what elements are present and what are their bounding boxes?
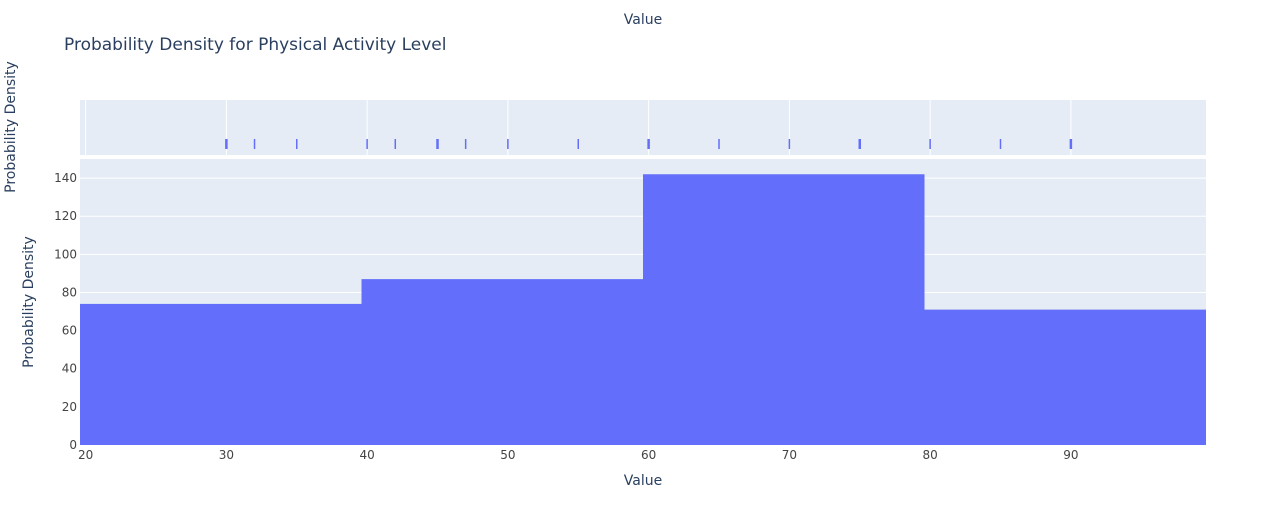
histogram-bar: [361, 279, 643, 445]
y-axis-title: Probability Density: [21, 236, 37, 368]
y-tick-label: 120: [54, 209, 77, 223]
y-tick-labels: 0 20 40 60 80 100 120 140: [54, 171, 77, 452]
x-tick-label: 30: [219, 448, 234, 462]
y-tick-label: 60: [62, 324, 77, 338]
y-tick-label: 0: [69, 438, 77, 452]
rug-y-axis-title: Probability Density: [3, 61, 19, 193]
x-tick-labels: 20 30 40 50 60 70 80 90: [78, 448, 1079, 462]
y-tick-label: 100: [54, 247, 77, 261]
histogram-bar: [80, 303, 362, 445]
x-axis-title: Value: [624, 473, 662, 489]
x-tick-label: 60: [641, 448, 656, 462]
y-tick-label: 40: [62, 362, 77, 376]
x-tick-label: 90: [1063, 448, 1078, 462]
x-tick-label: 50: [500, 448, 515, 462]
x-tick-label: 20: [78, 448, 93, 462]
x-tick-label: 70: [782, 448, 797, 462]
top-axis-title: Value: [624, 12, 662, 28]
histogram-bar: [643, 174, 925, 445]
x-tick-label: 80: [922, 448, 937, 462]
y-tick-label: 80: [62, 285, 77, 299]
rug-grid: [85, 100, 1072, 155]
histogram-bar: [924, 309, 1206, 445]
rug-plot-area: [80, 100, 1206, 155]
chart-title: Probability Density for Physical Activit…: [64, 35, 447, 55]
histogram-bars: [80, 174, 1206, 445]
x-tick-label: 40: [359, 448, 374, 462]
rug-marks: [225, 139, 1073, 149]
y-tick-label: 20: [62, 400, 77, 414]
y-tick-label: 140: [54, 171, 77, 185]
